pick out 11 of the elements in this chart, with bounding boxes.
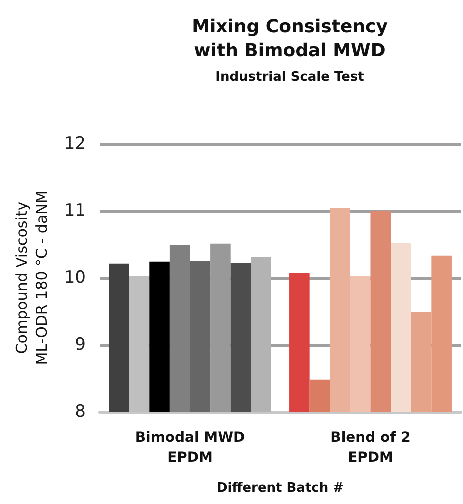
y-tick-label: 11: [64, 201, 86, 221]
y-tick-label: 10: [64, 268, 86, 288]
y-tick-label: 12: [64, 134, 86, 154]
x-tick-label: Bimodal MWD EPDM: [135, 430, 246, 466]
y-axis-title: Compound Viscosity ML-ODR 180 °C - daNM: [13, 190, 51, 366]
chart-title: Mixing Consistency with Bimodal MWD: [192, 16, 388, 62]
x-tick-label: Blend of 2 EPDM: [330, 430, 411, 466]
y-tick-label: 8: [75, 402, 86, 422]
chart-subtitle: Industrial Scale Test: [216, 70, 364, 85]
x-axis-title: Different Batch #: [216, 481, 344, 496]
y-tick-label: 9: [75, 335, 86, 355]
